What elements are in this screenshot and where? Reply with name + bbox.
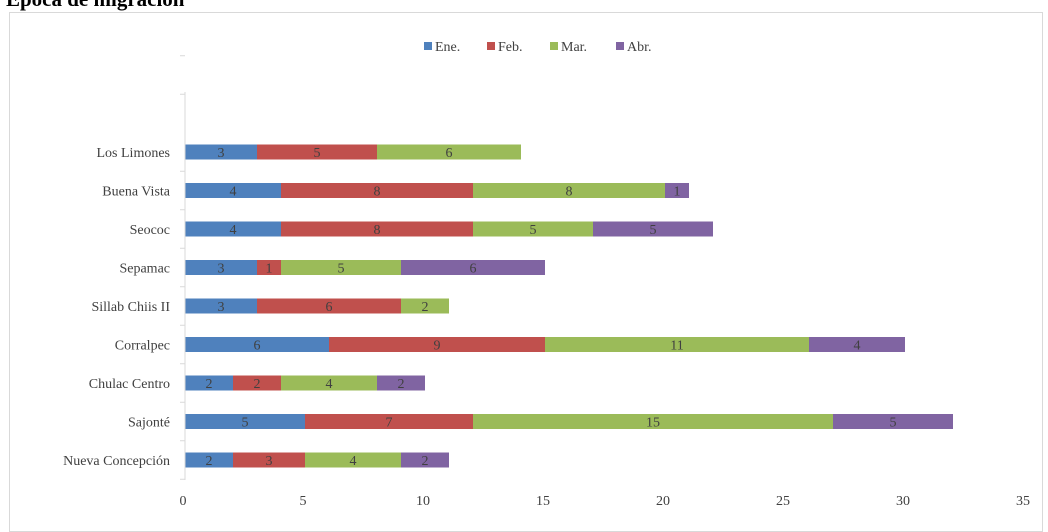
legend: Ene. Feb. Mar. Abr. — [424, 40, 652, 55]
x-tick-label: 0 — [180, 494, 187, 509]
bar-segment — [833, 414, 953, 429]
category-label: Chulac Centro — [89, 377, 170, 392]
bar-segment — [545, 337, 809, 352]
data-label: 4 — [326, 377, 333, 392]
data-label: 5 — [650, 223, 657, 238]
bar-segment — [281, 375, 377, 391]
data-label: 4 — [854, 339, 861, 354]
bar-segment — [665, 183, 689, 198]
data-label: 3 — [218, 300, 225, 315]
data-label: 6 — [446, 146, 453, 161]
bar-segment — [281, 260, 401, 275]
data-label: 8 — [374, 185, 381, 200]
bar-segment — [473, 221, 593, 237]
legend-label: Mar. — [561, 40, 587, 55]
data-label: 1 — [674, 185, 681, 200]
x-tick-label: 35 — [1016, 494, 1030, 509]
bar-segment — [185, 452, 233, 468]
data-label: 5 — [338, 262, 345, 277]
x-tick-label: 5 — [300, 494, 307, 509]
legend-label: Ene. — [435, 40, 460, 55]
data-label: 3 — [218, 262, 225, 277]
bar-segment — [473, 183, 665, 198]
legend-swatch — [424, 42, 432, 50]
bar-segment — [185, 260, 257, 275]
bar-segment — [401, 298, 449, 314]
data-label: 3 — [266, 454, 273, 469]
bar-segment — [377, 375, 425, 391]
data-label: 2 — [398, 377, 405, 392]
bar-segment — [257, 298, 401, 314]
x-tick-label: 15 — [536, 494, 550, 509]
bar-segment — [281, 183, 473, 198]
data-label: 2 — [206, 377, 213, 392]
stacked-bar-chart: Ene. Feb. Mar. Abr. 3 5 64 8 8 14 8 5 53 1 5 63 6 26 9 11 4… — [63, 40, 1030, 509]
data-label: 1 — [266, 262, 273, 277]
legend-label: Feb. — [498, 40, 523, 55]
x-tick-label: 10 — [416, 494, 430, 509]
category-label: Sillab Chiis II — [91, 300, 170, 315]
bar-segment — [401, 260, 545, 275]
data-label: 5 — [890, 416, 897, 431]
bar-segment — [305, 414, 473, 429]
data-label: 2 — [422, 454, 429, 469]
x-tick-label: 25 — [776, 494, 790, 509]
chart-title: Época de migración — [6, 0, 185, 12]
data-label: 4 — [350, 454, 357, 469]
bar-segment — [809, 337, 905, 352]
bar-segment — [377, 144, 521, 160]
legend-swatch — [487, 42, 495, 50]
bar-segment — [185, 183, 281, 198]
legend-swatch — [616, 42, 624, 50]
data-label: 2 — [254, 377, 261, 392]
bar-segment — [305, 452, 401, 468]
bar-segment — [473, 414, 833, 429]
bar-segment — [185, 298, 257, 314]
bar-segment — [185, 221, 281, 237]
bar-segment — [257, 260, 281, 275]
data-label: 3 — [218, 146, 225, 161]
data-label: 5 — [314, 146, 321, 161]
category-label: Buena Vista — [102, 185, 171, 200]
data-label: 5 — [242, 416, 249, 431]
data-label: 8 — [566, 185, 573, 200]
data-label: 15 — [646, 416, 660, 431]
data-label: 5 — [530, 223, 537, 238]
data-label: 6 — [326, 300, 333, 315]
data-label: 11 — [670, 339, 683, 354]
bar-segment — [185, 375, 233, 391]
category-label: Corralpec — [115, 339, 170, 354]
data-label: 2 — [422, 300, 429, 315]
bar-segment — [185, 337, 329, 352]
data-label: 8 — [374, 223, 381, 238]
data-label: 6 — [254, 339, 261, 354]
x-tick-label: 30 — [896, 494, 910, 509]
bar-segment — [593, 221, 713, 237]
data-label: 2 — [206, 454, 213, 469]
bar-segment — [329, 337, 545, 352]
bar-segment — [185, 144, 257, 160]
category-label: Sepamac — [119, 262, 170, 277]
bar-segment — [281, 221, 473, 237]
data-label: 9 — [434, 339, 441, 354]
x-tick-label: 20 — [656, 494, 670, 509]
data-label: 4 — [230, 223, 237, 238]
category-label: Nueva Concepción — [63, 454, 170, 469]
legend-swatch — [550, 42, 558, 50]
data-label: 6 — [470, 262, 477, 277]
data-label: 4 — [230, 185, 237, 200]
bar-segment — [233, 375, 281, 391]
bar-segment — [401, 452, 449, 468]
category-label: Los Limones — [97, 146, 171, 161]
bar-segment — [233, 452, 305, 468]
bars: 3 5 64 8 8 14 8 5 53 1 5 63 6 26 9 11 42 2 4 25 7 15 52 3 4 2 — [185, 144, 953, 469]
axes: Los Limones Buena Vista Seococ Sepamac Silla… — [63, 55, 1030, 509]
category-label: Sajonté — [128, 416, 170, 431]
category-label: Seococ — [130, 223, 170, 238]
data-label: 7 — [386, 416, 393, 431]
legend-label: Abr. — [627, 40, 652, 55]
bar-segment — [185, 414, 305, 429]
bar-segment — [257, 144, 377, 160]
